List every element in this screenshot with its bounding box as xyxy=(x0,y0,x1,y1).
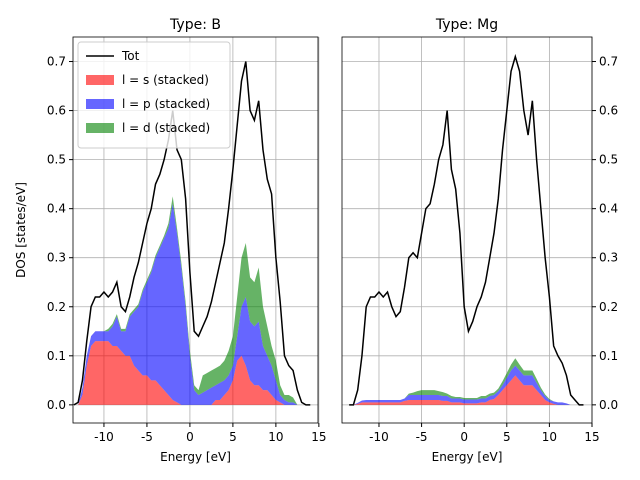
x-tick-label: 5 xyxy=(229,430,237,444)
y-tick-label: 0.5 xyxy=(599,153,618,167)
y-tick-label: 0.3 xyxy=(599,251,618,265)
y-tick-label: 0.2 xyxy=(47,300,66,314)
y-axis-label: DOS [states/eV] xyxy=(14,182,28,278)
x-tick-label: 10 xyxy=(268,430,283,444)
x-tick-label: 10 xyxy=(542,430,557,444)
stacked-area xyxy=(349,365,584,405)
axes-frame xyxy=(341,36,593,424)
y-tick-label: 0.6 xyxy=(47,104,66,118)
x-tick-label: -10 xyxy=(94,430,114,444)
x-tick-label: -5 xyxy=(416,430,428,444)
x-axis-label: Energy [eV] xyxy=(432,450,503,464)
y-tick-label: 0.1 xyxy=(599,349,618,363)
y-tick-label: 0.2 xyxy=(599,300,618,314)
stacked-area xyxy=(73,203,311,405)
y-tick-label: 0.7 xyxy=(599,55,618,69)
y-tick-label: 0.3 xyxy=(47,251,66,265)
x-tick-label: 15 xyxy=(584,430,599,444)
legend-box xyxy=(77,41,231,149)
axes-frame xyxy=(72,36,319,424)
y-tick-label: 0.5 xyxy=(47,153,66,167)
stacked-area xyxy=(349,375,584,405)
x-tick-label: 5 xyxy=(503,430,511,444)
chart-title: Type: Mg xyxy=(435,17,498,33)
x-tick-label: 15 xyxy=(311,430,326,444)
y-tick-label: 0.7 xyxy=(47,55,66,69)
legend-swatch xyxy=(86,123,114,133)
y-tick-label: 0.4 xyxy=(599,202,618,216)
y-tick-label: 0.1 xyxy=(47,349,66,363)
x-tick-label: -10 xyxy=(369,430,389,444)
legend-label: l = p (stacked) xyxy=(122,97,210,111)
legend-swatch xyxy=(86,99,114,109)
legend-swatch xyxy=(86,75,114,85)
y-tick-label: 0.0 xyxy=(599,398,618,412)
stacked-area xyxy=(349,358,584,405)
x-axis-label: Energy [eV] xyxy=(160,450,231,464)
x-tick-label: -5 xyxy=(141,430,153,444)
y-tick-label: 0.4 xyxy=(47,202,66,216)
legend-label: l = d (stacked) xyxy=(122,121,210,135)
y-tick-label: 0.6 xyxy=(599,104,618,118)
legend-label: l = s (stacked) xyxy=(122,73,209,87)
chart-title: Type: B xyxy=(169,17,221,33)
total-line xyxy=(349,53,584,406)
y-tick-label: 0.0 xyxy=(47,398,66,412)
stacked-area xyxy=(73,341,311,405)
x-tick-label: 0 xyxy=(186,430,194,444)
legend-label: Tot xyxy=(121,49,140,63)
total-line xyxy=(73,61,311,406)
x-tick-label: 0 xyxy=(460,430,468,444)
